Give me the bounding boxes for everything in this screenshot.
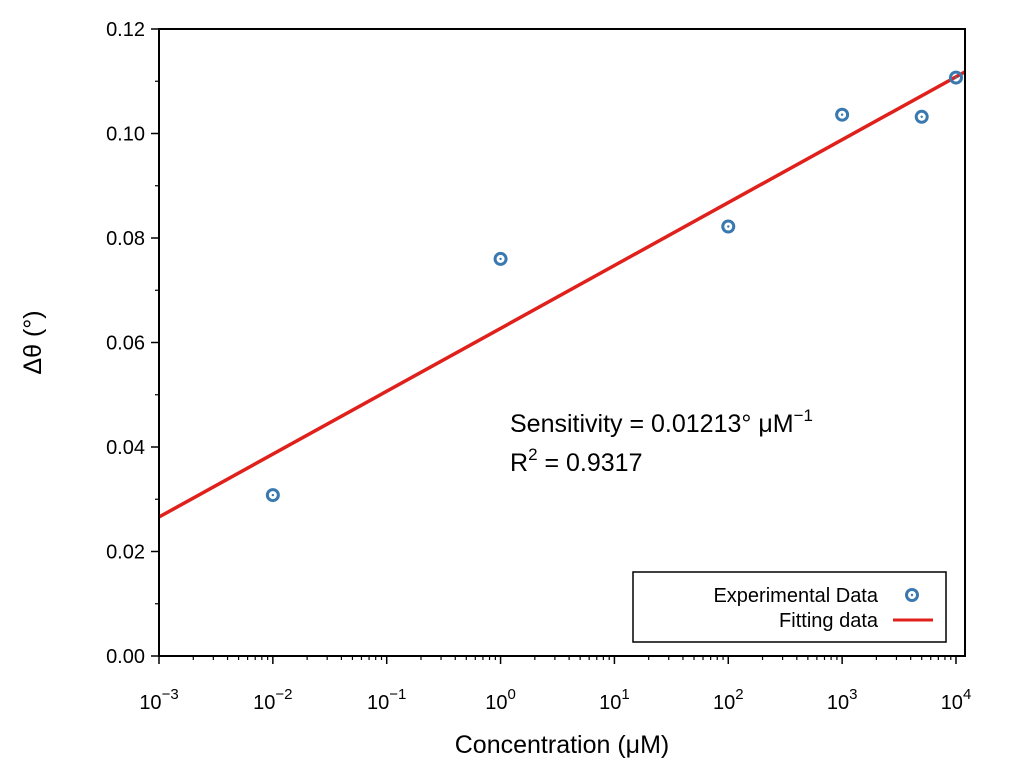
data-point-ring	[265, 488, 280, 503]
x-tick-base: 10	[139, 692, 161, 714]
data-point-ring	[493, 251, 508, 266]
x-tick-exponent: 4	[963, 686, 971, 703]
legend-label-experimental: Experimental Data	[713, 585, 878, 607]
legend-marker-ring	[905, 588, 919, 602]
data-point-center	[271, 493, 275, 497]
data-point-center	[499, 257, 502, 261]
x-tick-exponent: −3	[162, 686, 179, 703]
y-tick-label: 0.06	[106, 333, 145, 355]
x-tick-label: 102	[713, 686, 744, 714]
x-tick-base: 10	[941, 692, 963, 714]
x-tick-exponent: 0	[508, 686, 516, 703]
x-axis-title: Concentration (μM)	[455, 731, 669, 759]
sensitivity-annotation: Sensitivity = 0.01213° μM−1	[510, 406, 813, 438]
x-tick-label: 100	[485, 686, 516, 714]
legend-box	[632, 571, 947, 643]
y-tick-label: 0.04	[106, 437, 145, 459]
x-tick-label: 10−2	[253, 686, 292, 714]
x-tick-base: 10	[599, 692, 621, 714]
y-axis-title: Δθ (°)	[19, 310, 47, 374]
x-tick-exponent: −1	[389, 686, 406, 703]
legend-label-fitting: Fitting data	[779, 610, 879, 632]
annotation-block: Sensitivity = 0.01213° μM−1 R2 = 0.9317	[510, 406, 813, 477]
r-squared-base: R	[510, 449, 528, 477]
legend: Experimental Data Fitting data	[632, 571, 947, 643]
legend-marker-center	[910, 593, 914, 597]
data-point-ring	[914, 109, 929, 124]
fit-line	[158, 70, 966, 519]
data-point	[914, 109, 929, 124]
r-squared-value: = 0.9317	[538, 449, 643, 477]
data-point	[948, 70, 963, 85]
data-point-center	[840, 113, 844, 116]
x-tick-label: 10−3	[139, 686, 178, 714]
x-tick-label: 103	[827, 686, 858, 714]
data-point-ring	[948, 70, 963, 85]
x-tick-exponent: −2	[275, 686, 292, 703]
x-tick-base: 10	[253, 692, 275, 714]
y-tick-label: 0.02	[106, 542, 145, 564]
data-point-ring	[721, 219, 736, 234]
x-tick-base: 10	[827, 692, 849, 714]
r-squared-annotation: R2 = 0.9317	[510, 445, 643, 477]
x-tick-label: 101	[599, 686, 630, 714]
data-point-center	[920, 115, 923, 118]
plot-content	[158, 70, 966, 519]
y-tick-label: 0.12	[106, 19, 145, 41]
y-axis-ticks: 0.00 0.02 0.04 0.06 0.08 0.10 0.12	[106, 19, 159, 668]
plot-area-frame	[158, 28, 966, 657]
x-tick-exponent: 3	[849, 686, 857, 703]
x-tick-base: 10	[713, 692, 735, 714]
sensitivity-exponent: −1	[794, 406, 813, 425]
sensitivity-text: Sensitivity = 0.01213° μM	[510, 410, 794, 438]
legend-marker-experimental	[905, 588, 919, 602]
data-point	[721, 219, 736, 234]
data-point	[493, 251, 508, 266]
x-tick-base: 10	[367, 692, 389, 714]
data-point	[835, 107, 850, 122]
x-tick-label: 104	[941, 686, 972, 714]
x-tick-exponent: 2	[735, 686, 743, 703]
data-point-center	[954, 76, 958, 79]
y-tick-label: 0.10	[106, 124, 145, 146]
data-point-ring	[835, 107, 850, 122]
x-axis-ticks: 10−3 10−2 10−1 100 101 102 103 104	[139, 656, 971, 714]
y-tick-label: 0.08	[106, 228, 145, 250]
data-point-center	[727, 225, 730, 228]
x-tick-label: 10−1	[367, 686, 406, 714]
x-tick-base: 10	[485, 692, 507, 714]
r-squared-exponent: 2	[528, 445, 537, 464]
data-point	[265, 488, 280, 503]
y-tick-label: 0.00	[106, 646, 145, 668]
x-tick-exponent: 1	[621, 686, 629, 703]
